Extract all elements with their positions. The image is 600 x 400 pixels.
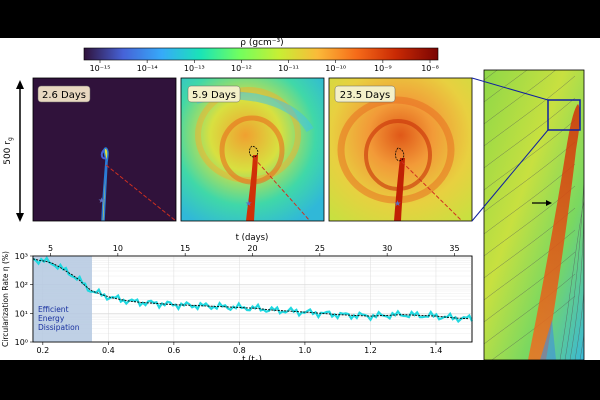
x-tick-label: 0.4 [102, 346, 115, 355]
streamline [579, 120, 584, 360]
debris-stream [101, 147, 109, 221]
panel-label-box [37, 85, 91, 103]
shaded-region-label: Energy [38, 314, 65, 323]
x-tick-label: 0.8 [233, 346, 246, 355]
y-tick-label: 10⁰ [15, 338, 28, 347]
debris-stream [394, 158, 405, 221]
orbit-trajectory [401, 161, 463, 221]
streamline [484, 141, 576, 213]
streamline [484, 119, 576, 191]
x-tick-label: 0.6 [168, 346, 181, 355]
top-tick-label: 25 [315, 244, 325, 253]
colorbar-label: ρ (gcm⁻³) [240, 38, 283, 48]
snapshot-panel-3: ★ 23.5 Days [328, 77, 473, 222]
colorbar-tick-label: 10⁻⁹ [374, 64, 392, 73]
panel-label-box [334, 85, 396, 103]
star-icon: ★ [245, 199, 252, 208]
top-tick-label: 35 [449, 244, 459, 253]
colorbar-tick-label: 10⁻¹³ [184, 64, 205, 73]
y-axis-label: Circularization Rate η (%) [1, 251, 10, 347]
scale-arrow-down-icon [16, 213, 24, 222]
scale-arrow-up-icon [16, 80, 24, 89]
panel-label: 23.5 Days [340, 90, 390, 101]
snapshot-panel-2: ★ 5.9 Days [180, 77, 325, 222]
orbit-trajectory [253, 157, 311, 221]
star-icon: ★ [98, 196, 105, 205]
x-tick-label: 0.2 [36, 346, 49, 355]
scale-indicator: 500 rg [3, 80, 24, 222]
debris-stream-large [528, 104, 581, 360]
panel-label: 5.9 Days [192, 90, 236, 101]
shaded-region-label: Efficient [38, 305, 69, 314]
panel-label: 2.6 Days [42, 90, 86, 101]
colorbar-tick-label: 10⁻¹⁵ [90, 64, 111, 73]
streamline [569, 160, 584, 360]
colorbar-tick-label: 10⁻¹¹ [278, 64, 299, 73]
shaded-region [33, 256, 92, 342]
colorbar-tick-label: 10⁻¹⁴ [137, 64, 158, 73]
orbit-trajectory [105, 164, 176, 221]
top-tick-label: 30 [382, 244, 392, 253]
colorbar-tick-label: 10⁻¹⁰ [325, 64, 346, 73]
y-tick-label: 10² [15, 281, 28, 290]
zoom-connector-top [471, 77, 549, 101]
streamline [484, 97, 576, 169]
colorbar-tick-label: 10⁻¹² [231, 64, 252, 73]
zoom-out-panel [483, 69, 585, 361]
streamline [484, 251, 576, 323]
scale-label: 500 rg [3, 137, 14, 165]
panel-label-box [187, 85, 241, 103]
colorbar: ρ (gcm⁻³) 10⁻¹⁵ 10⁻¹⁴ 10⁻¹³ 10⁻¹² 10⁻¹¹ 10⁻¹⁰… [83, 38, 439, 73]
streamline [564, 179, 584, 360]
star-icon: ★ [394, 199, 401, 208]
x-tick-label: 1.4 [430, 346, 443, 355]
series-noise [32, 256, 473, 324]
x-tick-label: 1.0 [299, 346, 312, 355]
streamline [574, 140, 584, 360]
top-tick-label: 10 [113, 244, 123, 253]
top-tick-label: 15 [180, 244, 190, 253]
y-tick-label: 10³ [15, 252, 28, 261]
y-tick-label: 10¹ [15, 309, 28, 318]
zoom-connector-bottom [471, 129, 549, 222]
plot-area [32, 255, 473, 343]
top-tick-label: 5 [48, 244, 53, 253]
zoom-box [547, 99, 581, 131]
streamline [484, 273, 576, 345]
streamline [484, 70, 557, 125]
streamline [559, 199, 584, 360]
shaded-region-label: Dissipation [38, 323, 80, 332]
snapshot-panel-1: ★ 2.6 Days [32, 77, 177, 222]
streamline [484, 70, 528, 103]
circularization-chart: Efficient Energy Dissipation 0.2 0.4 0.6 0.… [1, 233, 473, 366]
x-axis-label: t (t0) [242, 355, 262, 366]
top-tick-label: 20 [247, 244, 257, 253]
streamline [484, 75, 576, 147]
debris-stream [246, 155, 258, 221]
colorbar-tick-label: 10⁻⁸ [421, 64, 439, 73]
top-axis-label: t (days) [236, 233, 269, 243]
x-tick-label: 1.2 [364, 346, 377, 355]
streamline [484, 70, 498, 81]
colorbar-gradient [83, 47, 439, 61]
